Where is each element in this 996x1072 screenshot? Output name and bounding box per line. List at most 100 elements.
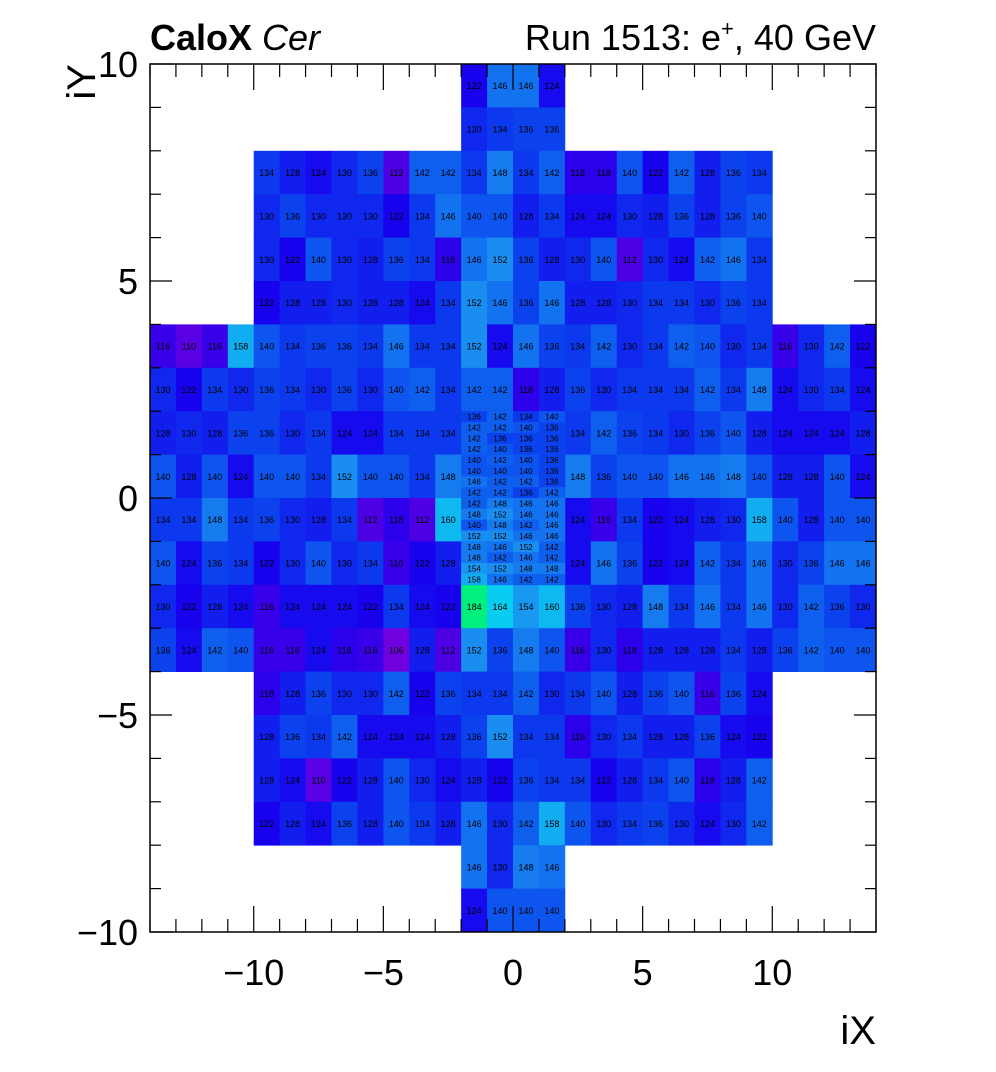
- cell-value-label: 134: [752, 298, 767, 308]
- heatmap-cell: [279, 584, 306, 629]
- cell-value-label: 142: [415, 385, 430, 395]
- heatmap-cell: [668, 367, 695, 412]
- cell-value-label: 140: [856, 515, 871, 525]
- heatmap-cell: [590, 237, 618, 282]
- cell-value-label: 128: [311, 515, 326, 525]
- heatmap-cell: [538, 845, 566, 889]
- cell-value-label: 118: [571, 732, 585, 742]
- cell-value-label: 142: [467, 489, 481, 498]
- cell-value-label: 136: [519, 434, 533, 443]
- heatmap-cell: [564, 194, 592, 238]
- cell-value-label: 118: [260, 689, 274, 699]
- cell-value-label: 130: [726, 342, 741, 352]
- heatmap-cell: [487, 107, 514, 152]
- heatmap-cell: [357, 411, 384, 455]
- cell-value-label: 160: [441, 515, 456, 525]
- heatmap-cell: [850, 324, 877, 369]
- heatmap-cell: [513, 367, 540, 412]
- x-tick-label: −10: [223, 952, 284, 993]
- cell-value-label: 130: [804, 385, 819, 395]
- cell-value-label: 136: [726, 298, 741, 308]
- cell-value-label: 136: [570, 602, 585, 612]
- cell-value-label: 130: [259, 255, 274, 265]
- heatmap-cell: [798, 628, 825, 672]
- heatmap-cell: [772, 628, 799, 672]
- cell-value-label: 128: [259, 776, 274, 786]
- heatmap-cell: [150, 628, 177, 672]
- heatmap-cell: [331, 801, 358, 846]
- heatmap-cell: [253, 411, 281, 455]
- heatmap-cell: [538, 476, 566, 488]
- cell-value-label: 128: [596, 298, 611, 308]
- heatmap-cell: [461, 530, 488, 542]
- heatmap-cell: [798, 411, 825, 455]
- cell-value-label: 134: [519, 413, 533, 422]
- cell-value-label: 128: [700, 211, 715, 221]
- y-axis-label: iY: [60, 64, 104, 100]
- cell-value-label: 134: [570, 689, 585, 699]
- heatmap-cell: [694, 411, 721, 455]
- heatmap-cell: [513, 801, 540, 846]
- heatmap-cell: [227, 628, 255, 672]
- cell-value-label: 134: [622, 385, 637, 395]
- heatmap-cell: [616, 758, 644, 803]
- heatmap-cell: [487, 573, 514, 586]
- heatmap-cell: [824, 541, 851, 586]
- heatmap-cell: [357, 498, 384, 542]
- cell-value-label: 122: [415, 689, 430, 699]
- cell-value-label: 140: [467, 211, 482, 221]
- heatmap-cell: [642, 150, 669, 195]
- cell-value-label: 152: [467, 342, 482, 352]
- cell-value-label: 116: [778, 342, 792, 352]
- cell-value-label: 146: [545, 521, 559, 530]
- cell-value-label: 130: [467, 125, 482, 135]
- cell-value-label: 136: [518, 125, 533, 135]
- cell-value-label: 136: [726, 211, 741, 221]
- heatmap-cell: [331, 498, 358, 542]
- cell-value-label: 118: [389, 515, 403, 525]
- cell-value-label: 124: [441, 776, 456, 786]
- heatmap-cell: [150, 541, 177, 586]
- heatmap-cell: [461, 443, 488, 455]
- heatmap-cell: [513, 443, 540, 455]
- cell-value-label: 136: [545, 456, 559, 465]
- cell-value-label: 142: [674, 168, 689, 178]
- cell-value-label: 142: [519, 478, 533, 487]
- cell-value-label: 134: [726, 559, 741, 569]
- heatmap-cell: [461, 476, 488, 488]
- heatmap-cell: [150, 411, 177, 455]
- cell-value-label: 130: [493, 862, 508, 872]
- cell-value-label: 134: [570, 776, 585, 786]
- cell-value-label: 130: [337, 559, 352, 569]
- heatmap-cell: [175, 324, 203, 369]
- heatmap-cell: [538, 628, 566, 672]
- heatmap-cell: [150, 584, 177, 629]
- cell-value-label: 128: [441, 819, 456, 829]
- heatmap-cell: [513, 508, 540, 521]
- heatmap-cell: [772, 541, 799, 586]
- cell-value-label: 124: [493, 342, 508, 352]
- cell-value-label: 130: [622, 298, 637, 308]
- heatmap-cell: [746, 584, 773, 629]
- cell-value-label: 136: [467, 732, 482, 742]
- cell-value-label: 142: [545, 489, 559, 498]
- cell-value-label: 130: [155, 602, 170, 612]
- heatmap-cell: [305, 324, 332, 369]
- heatmap-cell: [279, 671, 306, 716]
- cell-value-label: 146: [518, 342, 533, 352]
- cell-value-label: 130: [778, 602, 793, 612]
- cell-value-label: 134: [544, 776, 559, 786]
- heatmap-cell: [331, 237, 358, 282]
- heatmap-cell: [461, 64, 488, 108]
- heatmap-cell: [616, 281, 644, 325]
- cell-value-label: 142: [674, 342, 689, 352]
- heatmap-cell: [253, 671, 281, 716]
- cell-value-label: 134: [415, 211, 430, 221]
- cell-value-label: 134: [233, 515, 248, 525]
- heatmap-cell: [590, 801, 618, 846]
- cell-value-label: 134: [233, 559, 248, 569]
- cell-value-label: 124: [285, 776, 300, 786]
- heatmap-cell: [642, 194, 669, 238]
- cell-value-label: 146: [726, 255, 741, 265]
- heatmap-cell: [513, 64, 540, 108]
